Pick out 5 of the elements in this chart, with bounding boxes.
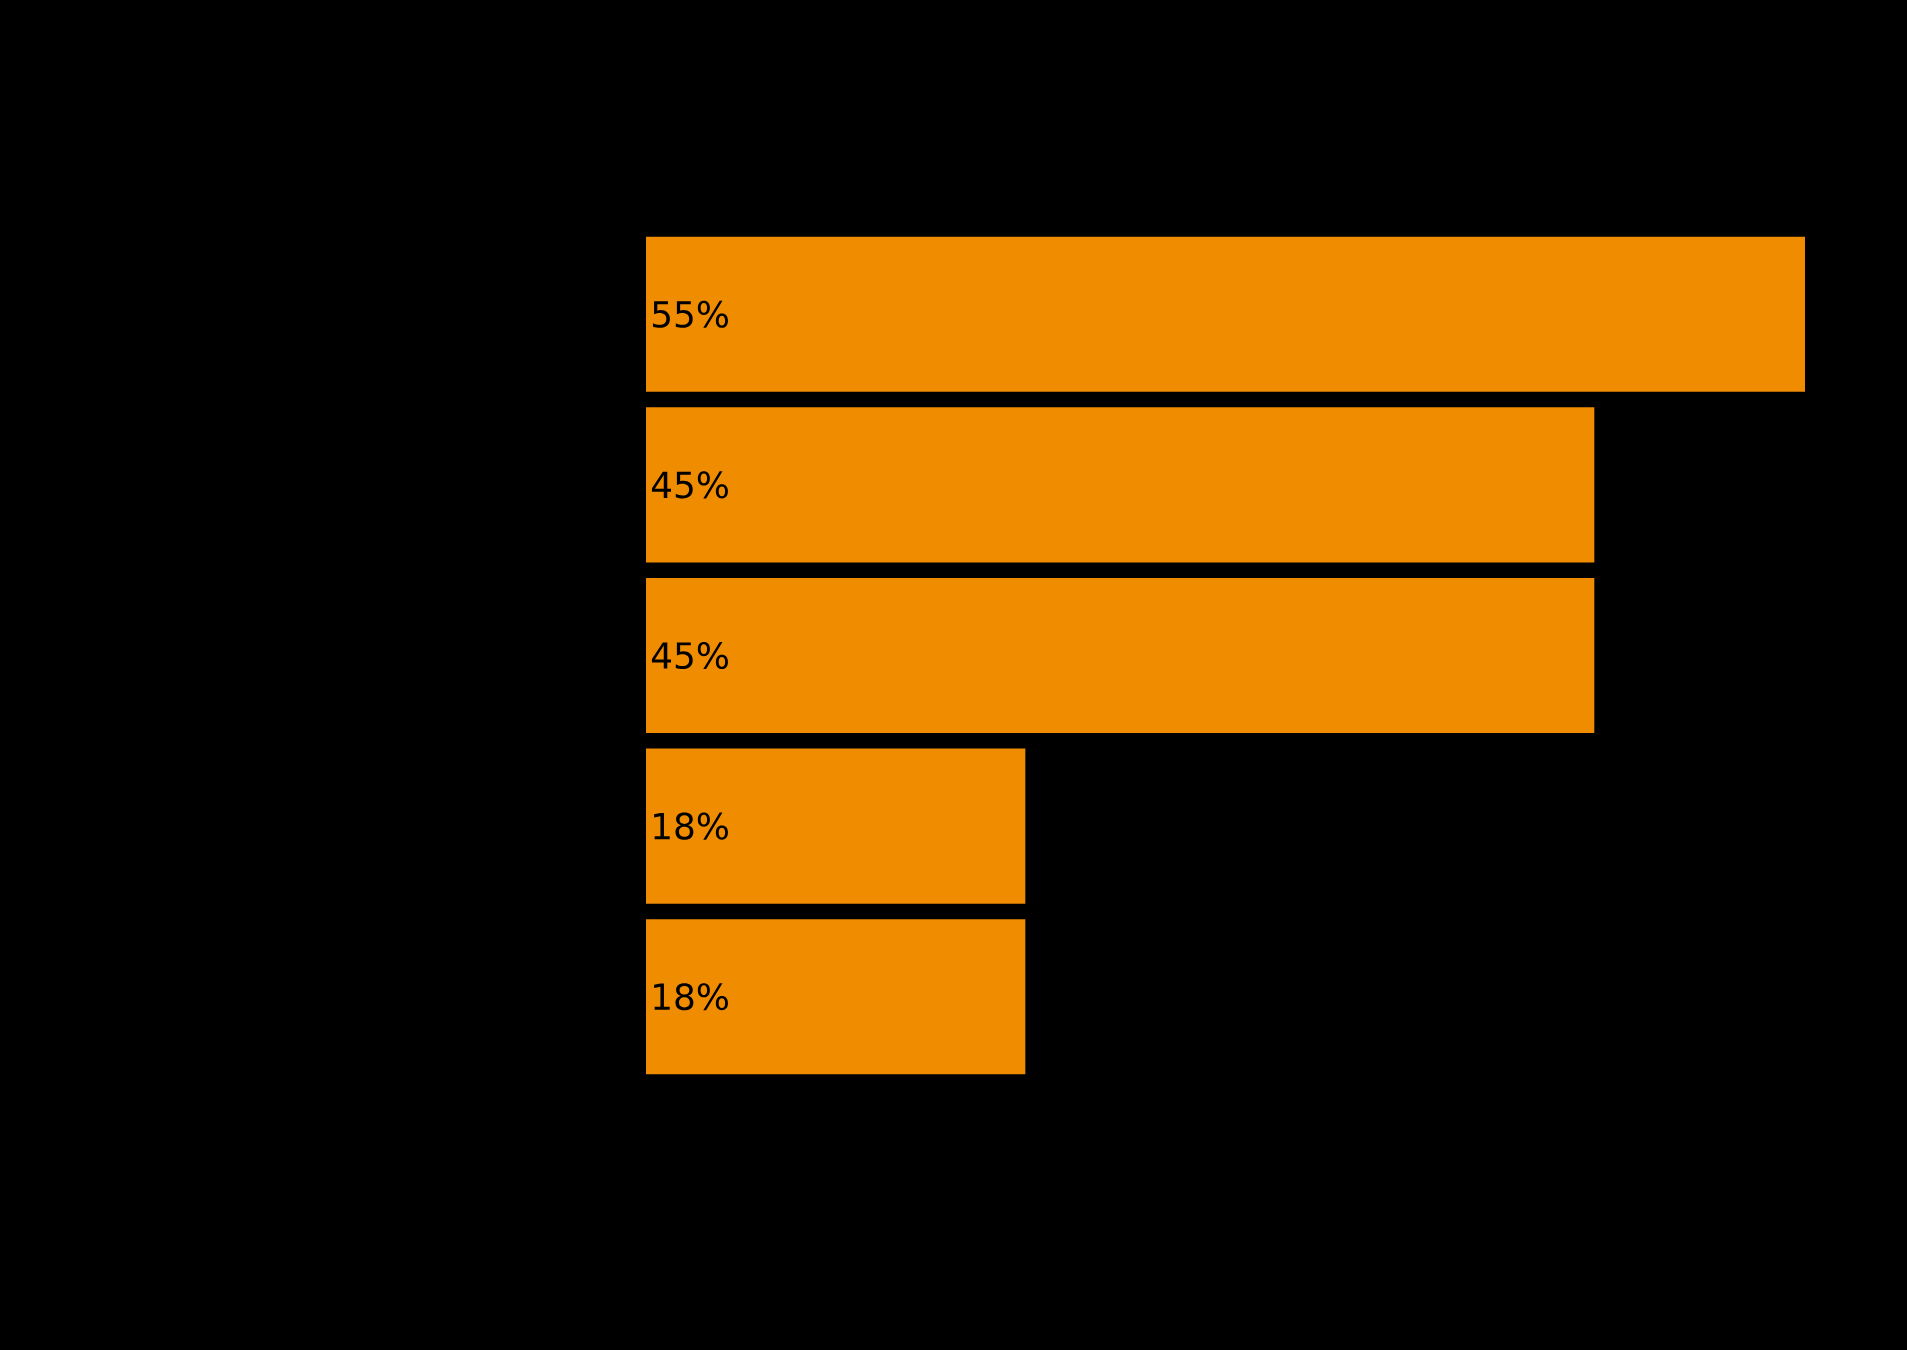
data-label: 45% [651, 471, 728, 499]
data-label: 18% [654, 983, 728, 1011]
data-label: 18% [654, 812, 728, 840]
data-label: 45% [651, 641, 728, 670]
data-label: 55% [652, 300, 728, 328]
